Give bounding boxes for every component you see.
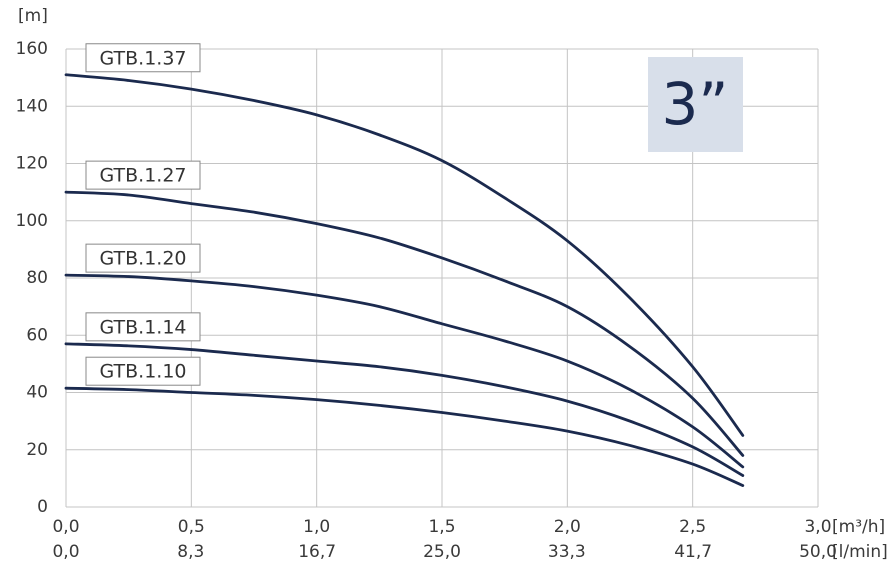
legend-label: GTB.1.14 [99,316,186,338]
badge: 3” [662,70,729,138]
x2-tick-label: 33,3 [548,542,586,562]
curve [64,190,745,457]
legend-label: GTB.1.20 [99,248,186,270]
x2-tick-label: 0,0 [52,542,79,562]
legend-box [85,312,201,342]
legend-label: GTB.1.27 [99,165,186,187]
x-tick-label: 2,0 [554,517,581,537]
x-tick-label: 2,5 [679,517,706,537]
x-tick-label: 1,5 [428,517,455,537]
x2-tick-label: 50,0 [799,542,837,562]
y-tick-label: 120 [16,154,48,174]
x-tick-label: 0,5 [178,517,205,537]
legend-box [85,356,201,386]
x2-tick-label: 25,0 [423,542,461,562]
legend-box [85,243,201,273]
y-tick-label: 0 [37,497,48,517]
legend-label: GTB.1.37 [99,47,186,69]
y-tick-label: 40 [26,383,48,403]
x-tick-label: 1,0 [303,517,330,537]
legend-box [85,43,201,73]
curve [64,342,745,477]
legend-label: GTB.1.10 [99,361,186,383]
x2-axis-label: [l/min] [832,542,888,562]
x2-tick-label: 8,3 [177,542,204,562]
y-tick-label: 80 [26,268,48,288]
curve [64,73,745,437]
x-axis-label: [m³/h] [832,517,885,537]
legend-box [85,160,201,190]
curve [64,386,745,487]
x-tick-label: 3,0 [804,517,831,537]
y-tick-label: 160 [16,39,48,59]
badge-box [648,57,743,152]
curve [64,273,745,469]
x2-tick-label: 16,7 [298,542,336,562]
y-tick-label: 140 [16,96,48,116]
x-tick-label: 0,0 [52,517,79,537]
y-tick-label: 20 [26,440,48,460]
x2-tick-label: 41,7 [674,542,712,562]
y-axis-label: [m] [18,6,48,26]
y-tick-label: 60 [26,325,48,345]
y-tick-label: 100 [16,211,48,231]
